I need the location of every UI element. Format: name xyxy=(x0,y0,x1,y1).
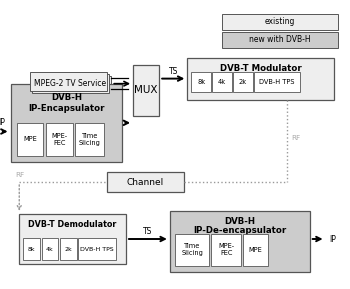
Text: DVB-T Demodulator: DVB-T Demodulator xyxy=(28,221,117,229)
Bar xyxy=(175,234,209,266)
Text: MUX: MUX xyxy=(134,85,158,95)
Bar xyxy=(23,238,40,260)
Text: DVB-H TPS: DVB-H TPS xyxy=(259,79,295,85)
Text: 2k: 2k xyxy=(64,247,72,251)
Text: existing: existing xyxy=(265,17,295,27)
Text: Channel: Channel xyxy=(127,177,164,187)
Bar xyxy=(243,234,268,266)
Bar xyxy=(233,72,253,92)
Bar xyxy=(170,211,310,272)
Bar xyxy=(212,72,232,92)
Bar xyxy=(10,84,122,162)
Text: MPE: MPE xyxy=(23,136,37,142)
Bar xyxy=(254,72,300,92)
Text: TS: TS xyxy=(169,67,178,76)
Text: Time
Slicing: Time Slicing xyxy=(181,243,203,256)
Bar xyxy=(60,238,77,260)
Text: 8k: 8k xyxy=(28,247,36,251)
Text: DVB-H: DVB-H xyxy=(224,217,255,226)
Bar xyxy=(222,32,338,48)
Text: RF: RF xyxy=(16,172,25,178)
Text: 4k: 4k xyxy=(218,79,226,85)
Bar xyxy=(42,238,58,260)
Text: 4k: 4k xyxy=(46,247,54,251)
Bar xyxy=(78,238,116,260)
Bar xyxy=(34,76,111,95)
Bar xyxy=(211,234,241,266)
Text: IP: IP xyxy=(329,234,336,244)
Bar xyxy=(133,65,159,116)
Text: MPE: MPE xyxy=(248,247,262,253)
Text: IP-Encapsulator: IP-Encapsulator xyxy=(28,104,105,113)
Text: IP: IP xyxy=(0,118,5,127)
Bar xyxy=(30,72,107,91)
Text: new with DVB-H: new with DVB-H xyxy=(249,35,311,45)
Bar xyxy=(107,172,184,192)
Text: MPE-
FEC: MPE- FEC xyxy=(218,243,235,256)
Bar xyxy=(32,74,109,93)
Bar xyxy=(222,14,338,30)
Bar xyxy=(17,123,43,155)
Bar xyxy=(187,58,334,100)
Text: DVB-H TPS: DVB-H TPS xyxy=(80,247,114,251)
Bar xyxy=(75,123,104,155)
Text: MPEG-2 TV Service: MPEG-2 TV Service xyxy=(34,79,106,88)
Text: DVB-T Modulator: DVB-T Modulator xyxy=(220,64,302,73)
Text: 2k: 2k xyxy=(239,79,247,85)
Text: RF: RF xyxy=(291,135,300,141)
Text: IP-De-encapsulator: IP-De-encapsulator xyxy=(193,227,286,236)
Text: DVB-H: DVB-H xyxy=(51,93,82,102)
Bar xyxy=(19,214,126,264)
Text: TS: TS xyxy=(143,227,153,236)
Text: MPE-
FEC: MPE- FEC xyxy=(51,133,67,146)
Text: Time
Slicing: Time Slicing xyxy=(79,133,101,146)
Text: 8k: 8k xyxy=(197,79,205,85)
Bar xyxy=(46,123,73,155)
Bar xyxy=(191,72,211,92)
